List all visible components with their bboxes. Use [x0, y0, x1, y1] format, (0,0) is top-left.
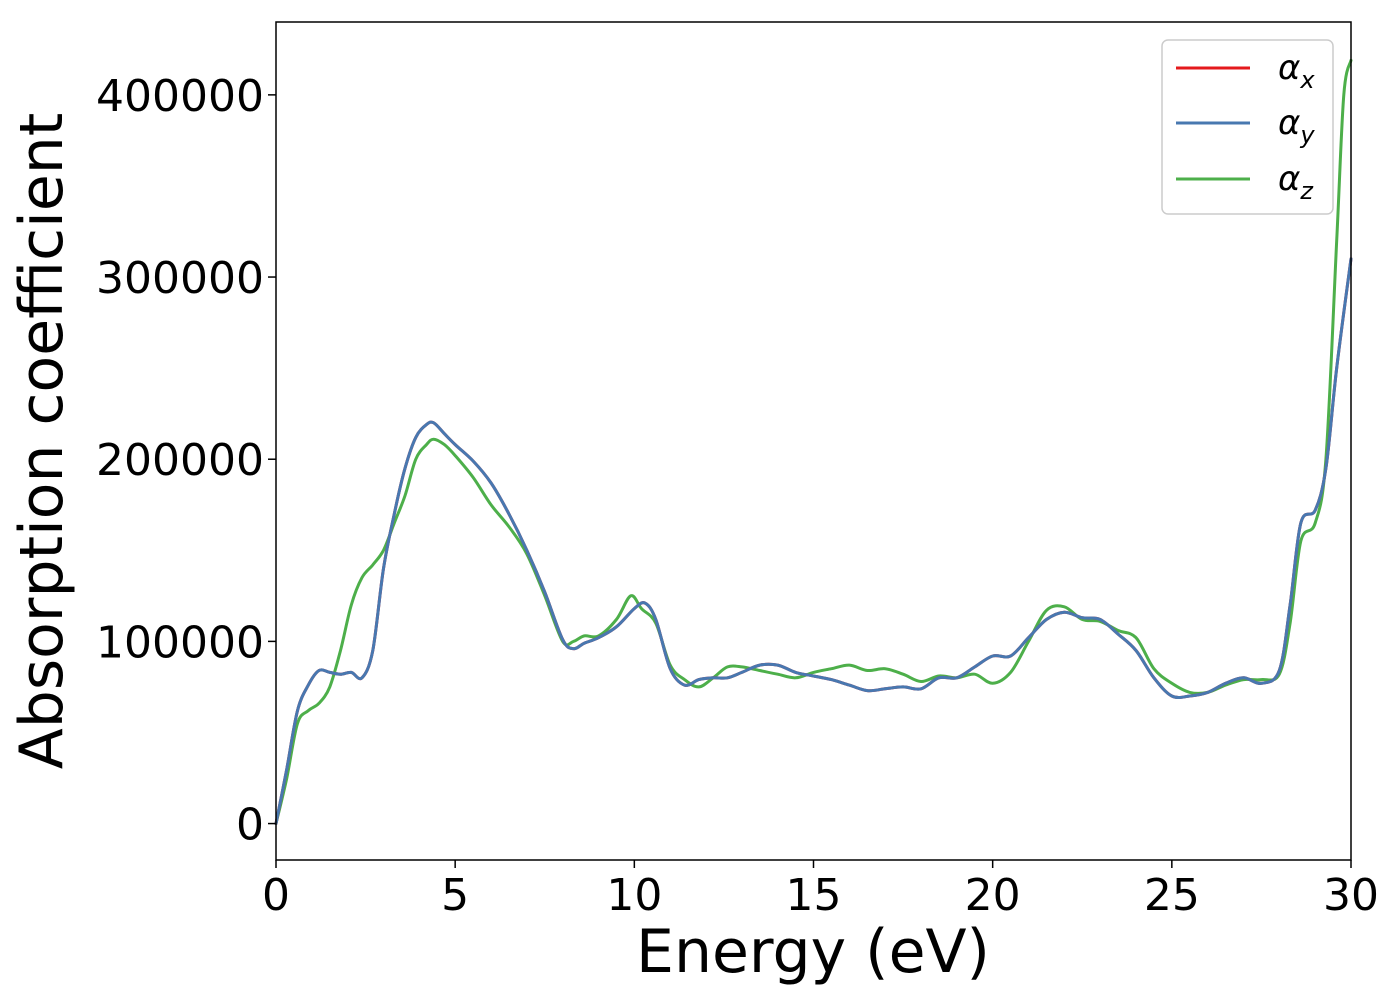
y-tick-label: 400000	[96, 71, 264, 122]
legend-label-x: αx	[1278, 48, 1315, 94]
x-tick-label: 5	[441, 870, 469, 921]
y-tick-label: 0	[236, 800, 264, 851]
y-tick-label: 200000	[96, 435, 264, 486]
x-tick-label: 0	[262, 870, 290, 921]
y-tick-label: 100000	[96, 617, 264, 668]
legend-box	[1161, 39, 1334, 215]
x-tick-label: 30	[1323, 870, 1379, 921]
y-tick-label: 300000	[96, 253, 264, 304]
x-tick-label: 25	[1144, 870, 1200, 921]
series-line-y	[274, 257, 1353, 826]
x-axis-ticks: 0 5 10 15 20 25 30	[262, 860, 1379, 921]
x-tick-label: 15	[786, 870, 842, 921]
y-axis-ticks: 0 100000 200000 300000 400000	[96, 71, 276, 851]
y-axis-title: Absorption coefficient	[7, 113, 77, 770]
x-tick-label: 10	[606, 870, 662, 921]
legend-label-y: αy	[1278, 103, 1315, 149]
x-tick-label: 20	[965, 870, 1021, 921]
series-layer	[274, 58, 1353, 826]
x-axis-title: Energy (eV)	[636, 917, 990, 987]
